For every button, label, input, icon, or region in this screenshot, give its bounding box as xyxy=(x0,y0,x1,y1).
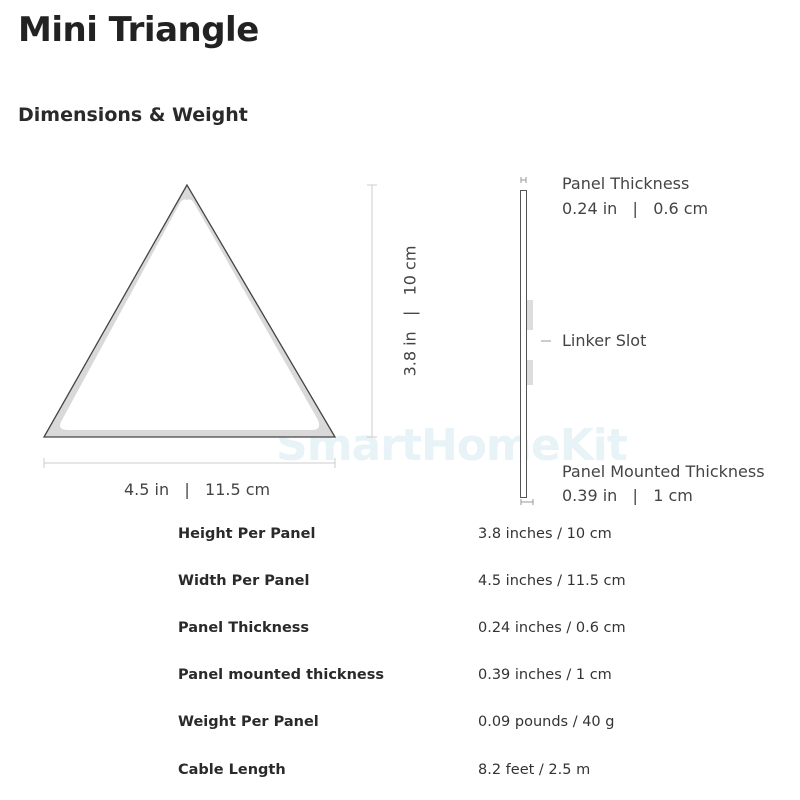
spec-value: 4.5 inches / 11.5 cm xyxy=(478,573,626,589)
linker-slot-label: Linker Slot xyxy=(562,331,647,350)
mounted-thickness-value: 0.39 in | 1 cm xyxy=(562,486,693,505)
spec-value: 0.24 inches / 0.6 cm xyxy=(478,620,626,636)
panel-thickness-title: Panel Thickness xyxy=(562,174,690,193)
spec-value: 0.39 inches / 1 cm xyxy=(478,667,612,683)
spec-label: Panel mounted thickness xyxy=(178,667,384,683)
width-dimension-line xyxy=(43,458,336,468)
spec-label: Cable Length xyxy=(178,762,286,778)
spec-value: 8.2 feet / 2.5 m xyxy=(478,762,591,778)
panel-thickness-value: 0.24 in | 0.6 cm xyxy=(562,199,709,218)
spec-label: Panel Thickness xyxy=(178,620,310,636)
mounted-thickness-title: Panel Mounted Thickness xyxy=(562,462,765,481)
height-label: 3.8 in | 10 cm xyxy=(400,245,420,377)
spec-value: 0.09 pounds / 40 g xyxy=(478,714,615,730)
height-dimension-line xyxy=(367,184,377,438)
spec-label: Weight Per Panel xyxy=(178,714,319,730)
triangle-panel-illustration xyxy=(42,183,337,438)
dimension-diagram xyxy=(42,177,551,505)
spec-label: Height Per Panel xyxy=(178,526,316,542)
spec-label: Width Per Panel xyxy=(178,573,310,589)
section-heading: Dimensions & Weight xyxy=(18,104,248,126)
width-label: 4.5 in | 11.5 cm xyxy=(124,480,271,499)
page-title: Mini Triangle xyxy=(18,10,259,50)
spec-value: 3.8 inches / 10 cm xyxy=(478,526,612,542)
side-profile-illustration xyxy=(520,177,551,505)
